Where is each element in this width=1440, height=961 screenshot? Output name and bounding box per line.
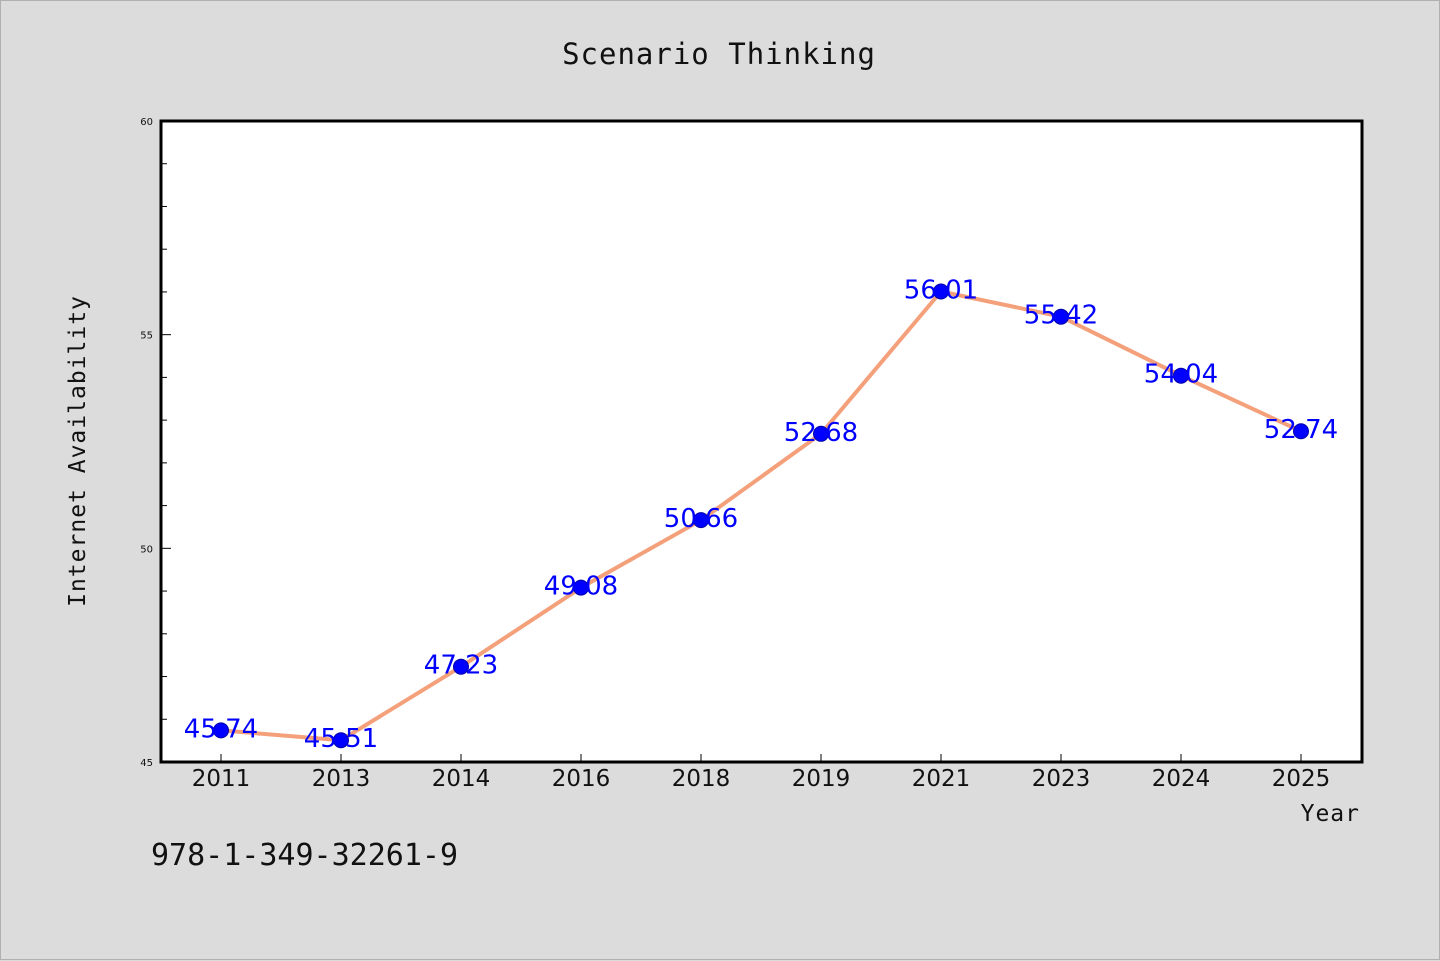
data-label: 52.68 (784, 418, 858, 448)
x-tick-label: 2024 (1152, 766, 1211, 792)
x-axis-label: Year (1301, 801, 1360, 827)
y-tick-label: 50 (140, 544, 153, 555)
data-point (213, 722, 229, 739)
data-point (933, 283, 949, 300)
chart-title: Scenario Thinking (562, 37, 876, 71)
y-tick-label: 55 (140, 331, 153, 342)
data-label: 49.08 (544, 572, 618, 602)
data-label: 54.04 (1144, 360, 1218, 390)
data-point (573, 579, 589, 596)
data-label: 45.51 (304, 724, 378, 754)
data-point (333, 732, 349, 749)
x-tick-label: 2013 (312, 766, 371, 792)
data-point (693, 512, 709, 529)
x-tick-label: 2018 (672, 766, 731, 792)
x-tick-label: 2025 (1272, 766, 1331, 792)
x-tick-label: 2019 (792, 766, 851, 792)
data-label: 56.01 (904, 276, 978, 306)
data-point (453, 658, 469, 675)
data-label: 45.74 (184, 714, 258, 744)
series-line (219, 289, 1303, 743)
data-point (813, 425, 829, 442)
data-point (1173, 367, 1189, 384)
y-tick-label: 45 (140, 758, 153, 769)
data-label: 47.23 (424, 651, 498, 681)
data-point (1053, 308, 1069, 325)
isbn-text: 978-1-349-32261-9 (151, 838, 458, 873)
plot-border (159, 119, 1364, 764)
data-point (1293, 423, 1309, 440)
x-tick-label: 2021 (912, 766, 971, 792)
x-tick-label: 2011 (192, 766, 251, 792)
data-label: 50.66 (664, 504, 738, 534)
data-label: 52.74 (1264, 415, 1338, 445)
x-tick-label: 2014 (432, 766, 491, 792)
y-tick-label: 60 (140, 117, 153, 128)
data-label: 55.42 (1024, 301, 1098, 331)
x-tick-label: 2016 (552, 766, 611, 792)
y-axis-label: Internet Availability (65, 295, 91, 607)
plot-area (161, 121, 1362, 762)
x-tick-label: 2023 (1032, 766, 1091, 792)
